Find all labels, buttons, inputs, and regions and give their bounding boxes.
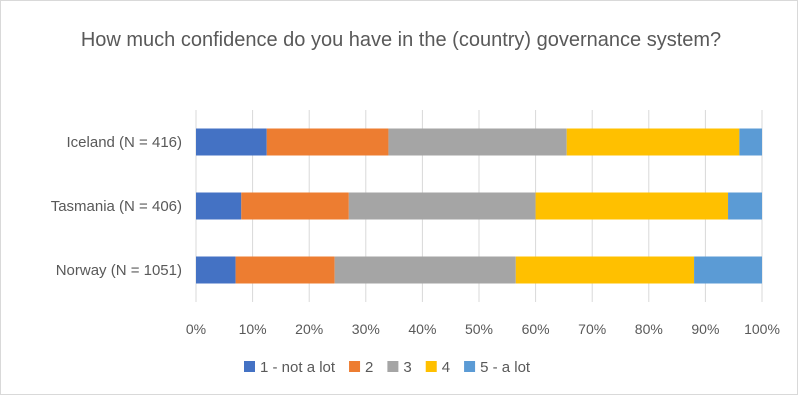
category-label: Norway (N = 1051) <box>56 262 182 279</box>
x-tick-label: 20% <box>295 321 323 337</box>
category-labels: Iceland (N = 416) Tasmania (N = 406) Norwa… <box>51 134 182 279</box>
bar-segment <box>728 192 762 220</box>
category-label: Iceland (N = 416) <box>67 134 182 151</box>
x-tick-label: 30% <box>352 321 380 337</box>
legend-swatch <box>464 361 476 372</box>
x-tick-label: 50% <box>465 321 493 337</box>
bar-segment <box>196 192 242 220</box>
x-tick-label: 90% <box>691 321 719 337</box>
x-tick-label: 80% <box>635 321 663 337</box>
bar-segment <box>348 192 536 220</box>
legend-label: 4 <box>442 359 450 376</box>
x-tick-label: 70% <box>578 321 606 337</box>
bar-segment <box>388 128 567 156</box>
x-tick-label: 40% <box>408 321 436 337</box>
bar-segment <box>235 256 335 284</box>
bar-segment <box>535 192 729 220</box>
bar-segment <box>694 256 762 284</box>
x-tick-label: 60% <box>522 321 550 337</box>
legend-swatch <box>349 361 361 372</box>
chart-title: How much confidence do you have in the (… <box>80 29 722 51</box>
legend-label: 2 <box>365 359 373 376</box>
legend-label: 1 - not a lot <box>260 359 336 376</box>
bar-segment <box>566 128 740 156</box>
legend-label: 5 - a lot <box>480 359 531 376</box>
bar-segment <box>739 128 762 156</box>
bar-segment <box>196 256 236 284</box>
x-tick-labels: 0% 10% 20% 30% 40% 50% 60% 70% 80% 90% 100% <box>186 321 780 337</box>
x-tick-label: 10% <box>239 321 267 337</box>
legend-label: 3 <box>403 359 411 376</box>
bars <box>196 128 762 284</box>
category-label: Tasmania (N = 406) <box>51 198 182 215</box>
bar-segment <box>196 128 267 156</box>
legend-swatch <box>387 361 399 372</box>
legend-swatch <box>425 361 437 372</box>
legend-swatch <box>244 361 255 372</box>
bar-segment <box>334 256 516 284</box>
x-tick-label: 0% <box>186 321 206 337</box>
bar-segment <box>241 192 349 220</box>
bar-segment <box>515 256 695 284</box>
bar-segment <box>266 128 389 156</box>
legend: 1 - not a lot 2 3 4 5 - a lot <box>244 359 531 376</box>
x-tick-label: 100% <box>744 321 780 337</box>
